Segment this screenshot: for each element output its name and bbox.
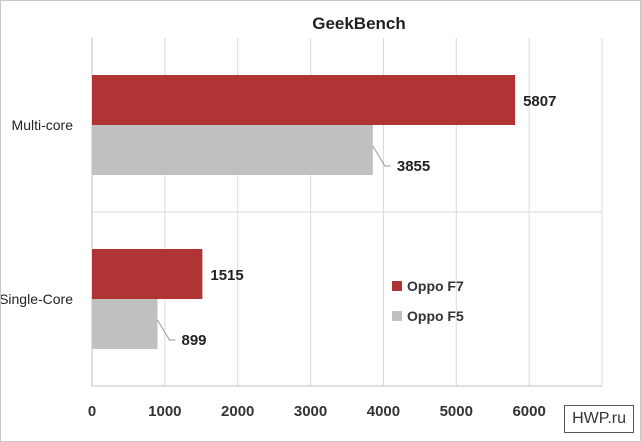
bar xyxy=(92,75,516,125)
x-tick-label: 3000 xyxy=(294,403,327,420)
x-tick-label: 5000 xyxy=(440,403,473,420)
x-tick-label: 6000 xyxy=(512,403,545,420)
data-label: 3855 xyxy=(397,158,430,175)
data-label: 1515 xyxy=(210,267,243,284)
chart-title: GeekBench xyxy=(312,14,406,33)
data-label-leader xyxy=(157,319,176,341)
category-label: Multi-core xyxy=(12,117,74,133)
bar xyxy=(92,125,373,175)
x-tick-label: 2000 xyxy=(221,403,254,420)
legend-swatch xyxy=(392,281,402,291)
category-label: Single-Core xyxy=(1,291,73,307)
legend-swatch xyxy=(392,311,402,321)
x-tick-label: 1000 xyxy=(148,403,181,420)
data-label: 5807 xyxy=(523,93,556,110)
watermark: HWP.ru xyxy=(564,405,634,433)
data-label-leader xyxy=(372,145,391,167)
legend-label: Oppo F5 xyxy=(407,308,464,324)
bar xyxy=(92,249,203,299)
x-tick-label: 0 xyxy=(88,403,96,420)
legend-label: Oppo F7 xyxy=(407,278,464,294)
bar xyxy=(92,299,158,349)
data-label: 899 xyxy=(181,332,206,349)
x-tick-label: 4000 xyxy=(367,403,400,420)
